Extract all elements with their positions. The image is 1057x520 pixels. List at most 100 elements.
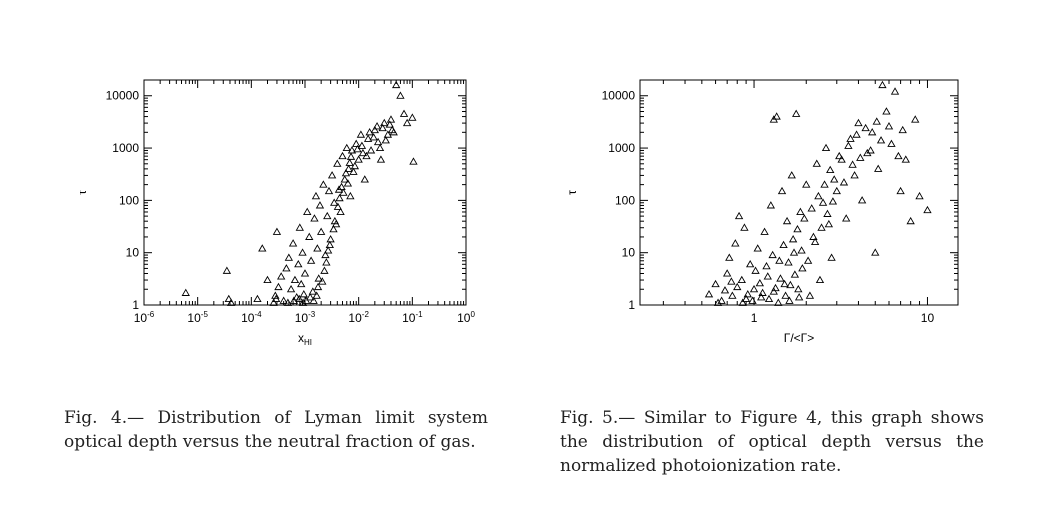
data-point-triangle [852, 130, 861, 138]
data-point-triangle [818, 198, 828, 206]
data-point-triangle [337, 182, 346, 191]
data-point-triangle [318, 277, 327, 285]
data-point-triangle [311, 191, 321, 200]
data-point-triangle [402, 118, 412, 127]
data-point-triangle [222, 266, 232, 274]
data-point-triangle [866, 146, 875, 154]
data-point-triangle [349, 167, 358, 175]
data-point-triangle [294, 259, 303, 268]
data-point-triangle [800, 214, 809, 222]
data-point-triangle [748, 296, 757, 304]
data-point-triangle [360, 175, 369, 183]
data-point-triangle [343, 179, 353, 187]
data-point-triangle [356, 130, 366, 138]
data-point-triangle [330, 198, 339, 206]
data-point-triangle [812, 159, 821, 167]
plot-frame [143, 79, 467, 306]
data-point-triangle [805, 291, 815, 299]
data-point-triangle [755, 278, 765, 287]
data-point-triangle [392, 80, 401, 89]
data-point-triangle [884, 122, 894, 130]
data-point-triangle [737, 275, 746, 284]
data-point-triangle [780, 279, 789, 288]
data-point-triangle [785, 296, 794, 304]
data-point-triangle [828, 197, 838, 205]
data-point-triangle [288, 239, 298, 247]
data-point-triangle [286, 284, 296, 293]
data-point-triangle [789, 248, 799, 256]
data-point-triangle [313, 282, 323, 291]
y-tick-label: 1 [628, 298, 635, 312]
data-point-triangle [383, 130, 393, 138]
data-point-triangle [901, 155, 910, 163]
data-point-triangle [314, 274, 323, 282]
x-tick-label: 100 [457, 310, 475, 325]
data-point-triangle [298, 248, 307, 256]
data-point-triangle [335, 193, 344, 202]
data-point-triangle [309, 296, 318, 304]
data-point-triangle [346, 152, 356, 160]
data-point-triangle [846, 134, 855, 142]
data-point-triangle [898, 125, 907, 134]
data-point-triangle [338, 151, 347, 160]
data-point-triangle [342, 143, 351, 152]
data-point-triangle [771, 283, 780, 292]
data-point-triangle [366, 146, 376, 154]
x-tick-label: 10-1 [402, 310, 423, 325]
data-point-triangle [263, 275, 272, 284]
x-axis-label: xHI [298, 331, 312, 347]
data-point-triangle [369, 133, 378, 141]
data-point-triangle [807, 204, 816, 212]
data-point-triangle [324, 186, 334, 195]
data-point-triangle [282, 264, 291, 272]
figure-4-caption-label: Fig. 4.— [64, 408, 145, 428]
data-point-triangle [321, 250, 330, 259]
data-point-triangle [370, 125, 379, 134]
data-point-triangle [728, 291, 737, 299]
data-point-triangle [786, 280, 795, 289]
data-point-triangle [743, 290, 752, 298]
data-point-triangle [329, 224, 338, 233]
data-point-triangle [769, 287, 778, 295]
data-point-triangle [373, 137, 383, 146]
data-point-triangle [298, 298, 308, 306]
data-point-triangle [409, 157, 418, 165]
data-point-triangle [297, 279, 306, 288]
data-point-triangle [896, 186, 905, 195]
data-point-triangle [923, 205, 932, 214]
data-point-triangle [345, 158, 354, 166]
figure-5-caption: Fig. 5.— Similar to Figure 4, this graph… [560, 406, 984, 478]
data-point-triangle [809, 232, 818, 240]
data-point-triangle [793, 224, 802, 233]
data-point-triangle [284, 253, 294, 261]
data-point-triangle [336, 207, 345, 215]
data-point-triangle [327, 171, 337, 179]
figure-4-caption: Fig. 4.— Distribution of Lyman limit sys… [64, 406, 488, 454]
data-point-triangle [380, 118, 389, 127]
y-tick-label: 10 [126, 246, 140, 260]
y-tick-label: 10 [622, 246, 636, 260]
data-point-triangle [358, 148, 368, 157]
figure-5-plot: 1 10 1 10 100 1000 10000 Γ/<Γ> τ [565, 79, 959, 345]
data-point-triangle [711, 279, 720, 288]
data-point-triangle [832, 186, 841, 195]
data-point-triangle [362, 151, 371, 160]
data-point-triangle [306, 256, 316, 264]
data-point-triangle [725, 253, 734, 261]
data-point-triangle [357, 141, 367, 149]
data-point-triangle [738, 298, 747, 306]
data-point-triangle [887, 139, 896, 147]
data-point-triangle [827, 253, 836, 261]
data-point-triangle [354, 155, 363, 163]
x-tick-label: 10-3 [295, 310, 316, 325]
y-tick-label: 1000 [608, 141, 635, 155]
data-point-triangle [777, 186, 787, 195]
data-point-triangle [779, 240, 788, 249]
data-point-triangle [295, 223, 304, 231]
data-point-triangle [733, 282, 742, 291]
data-point-triangle [882, 107, 891, 115]
data-point-triangle [890, 87, 900, 95]
data-point-triangle [826, 165, 835, 174]
data-point-triangle [326, 235, 335, 243]
data-point-triangle [323, 246, 333, 254]
